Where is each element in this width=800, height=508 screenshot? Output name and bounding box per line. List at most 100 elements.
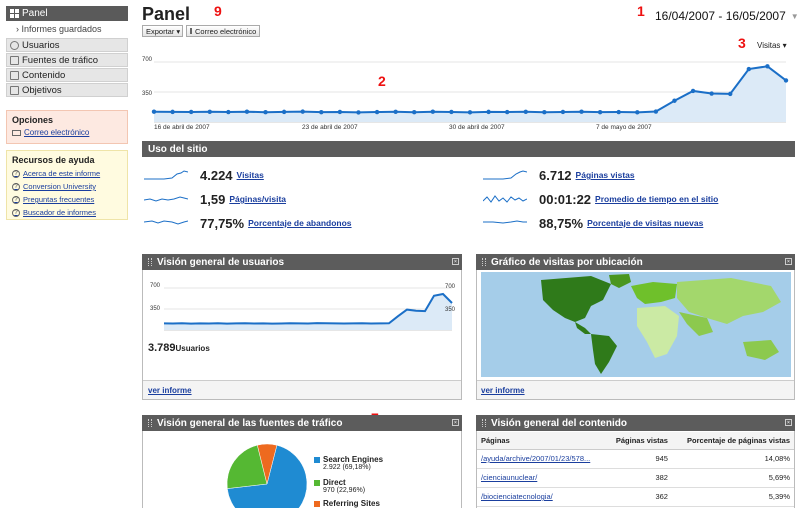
help-link-university[interactable]: ? Conversion University bbox=[12, 182, 122, 191]
help-link-finder[interactable]: ? Buscador de informes bbox=[12, 208, 122, 217]
data-point[interactable] bbox=[374, 109, 380, 115]
data-point[interactable] bbox=[597, 109, 603, 115]
close-icon[interactable]: × bbox=[785, 419, 792, 426]
envelope-icon bbox=[190, 28, 192, 34]
sparkline bbox=[483, 220, 527, 224]
data-point[interactable] bbox=[728, 91, 733, 97]
data-point[interactable] bbox=[672, 98, 677, 103]
close-icon[interactable]: × bbox=[452, 258, 459, 265]
data-point[interactable] bbox=[393, 109, 398, 114]
map-panel-header: Gráfico de visitas por ubicación × bbox=[476, 254, 795, 270]
question-icon: ? bbox=[12, 169, 20, 178]
data-point[interactable] bbox=[467, 110, 473, 115]
drag-handle[interactable] bbox=[482, 258, 486, 266]
sidebar-item-goals[interactable]: Objetivos bbox=[6, 83, 128, 97]
data-point[interactable] bbox=[263, 110, 268, 115]
data-point[interactable] bbox=[412, 110, 417, 115]
users-total: 3.789 Usuarios bbox=[148, 342, 210, 354]
date-range-picker[interactable]: 16/04/2007 - 16/05/2007 ▼ bbox=[655, 9, 799, 23]
data-point[interactable] bbox=[523, 109, 528, 114]
sidebar-item-users[interactable]: Usuarios bbox=[6, 38, 128, 52]
data-point[interactable] bbox=[281, 109, 287, 115]
visits-chart-svg bbox=[151, 61, 789, 123]
drag-handle[interactable] bbox=[148, 419, 152, 427]
stat-pages-per-visit: 1,59 Páginas/visita bbox=[144, 191, 286, 207]
close-icon[interactable]: × bbox=[785, 258, 792, 265]
data-point[interactable] bbox=[635, 110, 640, 115]
dashboard-icon bbox=[10, 9, 19, 18]
sparkline bbox=[483, 170, 527, 180]
sparkline bbox=[483, 195, 527, 203]
saved-reports-link[interactable]: › Informes guardados bbox=[16, 24, 102, 34]
data-point[interactable] bbox=[356, 110, 361, 115]
y-tick-label: 350 bbox=[445, 307, 456, 313]
data-point[interactable] bbox=[579, 109, 584, 114]
pie-slice[interactable] bbox=[257, 444, 278, 485]
data-point[interactable] bbox=[560, 109, 566, 115]
data-point[interactable] bbox=[151, 109, 157, 114]
data-point[interactable] bbox=[765, 64, 770, 69]
data-point[interactable] bbox=[504, 109, 510, 115]
users-panel-footer bbox=[143, 380, 461, 399]
export-button[interactable]: Exportar ▾ bbox=[142, 25, 183, 37]
help-link-faq[interactable]: ? Preguntas frecuentes bbox=[12, 195, 122, 204]
data-point[interactable] bbox=[300, 109, 305, 114]
stat-pageviews: 6.712 Páginas vistas bbox=[483, 167, 635, 183]
options-box: Opciones Correo electrónico bbox=[6, 110, 128, 144]
data-point[interactable] bbox=[207, 109, 212, 114]
data-point[interactable] bbox=[430, 109, 436, 114]
pageviews-cell: 382 bbox=[605, 468, 672, 488]
data-point[interactable] bbox=[188, 109, 194, 115]
data-point[interactable] bbox=[542, 110, 547, 115]
data-point[interactable] bbox=[783, 78, 789, 83]
x-tick-label: 23 de abril de 2007 bbox=[302, 124, 358, 131]
users-report-link[interactable]: ver informe bbox=[148, 386, 192, 395]
data-point[interactable] bbox=[746, 66, 752, 72]
sparkline bbox=[144, 170, 188, 180]
data-point[interactable] bbox=[709, 91, 714, 96]
percent-cell: 5,39% bbox=[671, 487, 794, 507]
content-panel-header: Visión general del contenido × bbox=[476, 415, 795, 431]
close-icon[interactable]: × bbox=[452, 419, 459, 426]
data-point[interactable] bbox=[653, 109, 659, 114]
table-row: /biocienciatecnologia/ 362 5,39% bbox=[477, 487, 794, 507]
annotation-number: 3 bbox=[738, 35, 746, 51]
sidebar-item-traffic[interactable]: Fuentes de tráfico bbox=[6, 53, 128, 67]
user-icon bbox=[10, 40, 19, 50]
data-point[interactable] bbox=[319, 109, 324, 115]
sparkline bbox=[144, 220, 188, 225]
data-point[interactable] bbox=[226, 109, 231, 115]
data-point[interactable] bbox=[337, 109, 343, 115]
percent-cell: 14,08% bbox=[671, 449, 794, 469]
metric-selector[interactable]: Visitas ▾ bbox=[757, 41, 787, 50]
data-point[interactable] bbox=[244, 109, 250, 114]
data-point[interactable] bbox=[486, 109, 491, 115]
drag-handle[interactable] bbox=[482, 419, 486, 427]
help-box: Recursos de ayuda ? Acerca de este inform… bbox=[6, 150, 128, 220]
pie-slice[interactable] bbox=[226, 444, 268, 489]
data-point[interactable] bbox=[170, 109, 175, 115]
data-point[interactable] bbox=[449, 109, 454, 115]
pageviews-cell: 945 bbox=[605, 449, 672, 469]
page-title: Panel bbox=[142, 4, 191, 24]
question-icon: ? bbox=[12, 195, 20, 204]
sidebar-item-panel[interactable]: Panel bbox=[6, 6, 128, 21]
content-table: Páginas Páginas vistas Porcentaje de pág… bbox=[477, 432, 794, 507]
x-tick-label: 30 de abril de 2007 bbox=[449, 124, 505, 131]
stat-new-visits: 88,75% Porcentaje de visitas nuevas bbox=[483, 215, 703, 231]
page-link[interactable]: /ayuda/archive/2007/01/23/578... bbox=[477, 449, 606, 469]
pie-slice[interactable] bbox=[226, 444, 308, 508]
help-link-about[interactable]: ? Acerca de este informe bbox=[12, 169, 122, 178]
page-link[interactable]: /biocienciatecnologia/ bbox=[477, 487, 606, 507]
data-point[interactable] bbox=[690, 88, 696, 94]
drag-handle[interactable] bbox=[148, 258, 152, 266]
stat-bounce-rate: 77,75% Porcentaje de abandonos bbox=[144, 215, 352, 231]
page-icon bbox=[10, 70, 19, 80]
map-report-link[interactable]: ver informe bbox=[481, 386, 525, 395]
email-button[interactable]: Correo electrónico bbox=[186, 25, 260, 37]
legend-referring: Referring Sites bbox=[314, 499, 380, 508]
data-point[interactable] bbox=[616, 109, 621, 115]
sidebar-item-content[interactable]: Contenido bbox=[6, 68, 128, 82]
options-email-link[interactable]: Correo electrónico bbox=[12, 128, 122, 137]
page-link[interactable]: /cienciaunuclear/ bbox=[477, 468, 606, 488]
